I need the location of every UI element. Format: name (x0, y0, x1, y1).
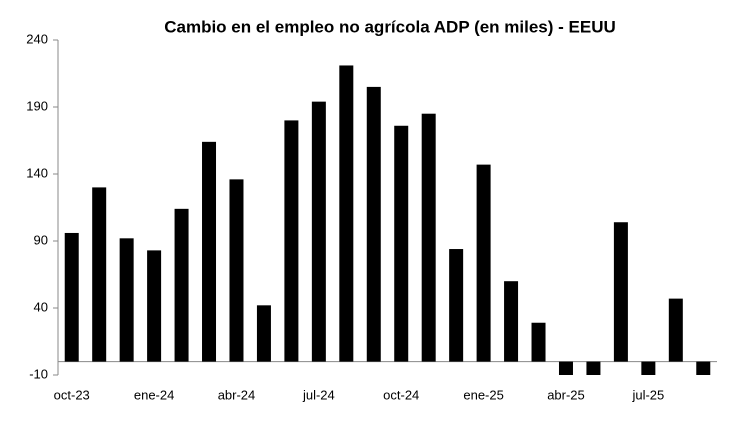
bar (284, 120, 299, 362)
bar (311, 101, 326, 362)
bar (421, 113, 436, 362)
bar (147, 250, 162, 362)
x-tick-label: ene-24 (134, 387, 174, 402)
bar (531, 322, 546, 362)
bar (229, 179, 244, 362)
bar (256, 305, 271, 362)
bar (586, 361, 601, 375)
y-tick-label: -10 (29, 366, 48, 381)
bar (668, 298, 683, 362)
y-tick-label: 240 (26, 31, 48, 46)
bar (449, 249, 464, 362)
bar (92, 187, 107, 362)
bar (641, 361, 656, 375)
x-tick-label: oct-24 (383, 387, 419, 402)
x-tick-label: ene-25 (463, 387, 503, 402)
x-tick-label: abr-24 (218, 387, 256, 402)
bar (366, 86, 381, 362)
bar (119, 238, 134, 362)
x-tick-label: oct-23 (54, 387, 90, 402)
y-tick-label: 90 (34, 232, 48, 247)
chart-title: Cambio en el empleo no agrícola ADP (en … (164, 17, 616, 36)
bar (202, 141, 217, 362)
y-tick-label: 140 (26, 165, 48, 180)
bar (696, 361, 711, 375)
bar (339, 65, 354, 362)
x-tick-label: abr-25 (547, 387, 585, 402)
y-tick-label: 190 (26, 98, 48, 113)
x-tick-label: jul-25 (631, 387, 664, 402)
y-tick-label: 40 (34, 299, 48, 314)
bar (504, 281, 519, 362)
bar (558, 361, 573, 375)
bar (64, 232, 79, 362)
x-tick-label: jul-24 (302, 387, 335, 402)
bar (476, 164, 491, 362)
bar (174, 208, 189, 362)
bar (613, 222, 628, 362)
bar (394, 125, 409, 362)
